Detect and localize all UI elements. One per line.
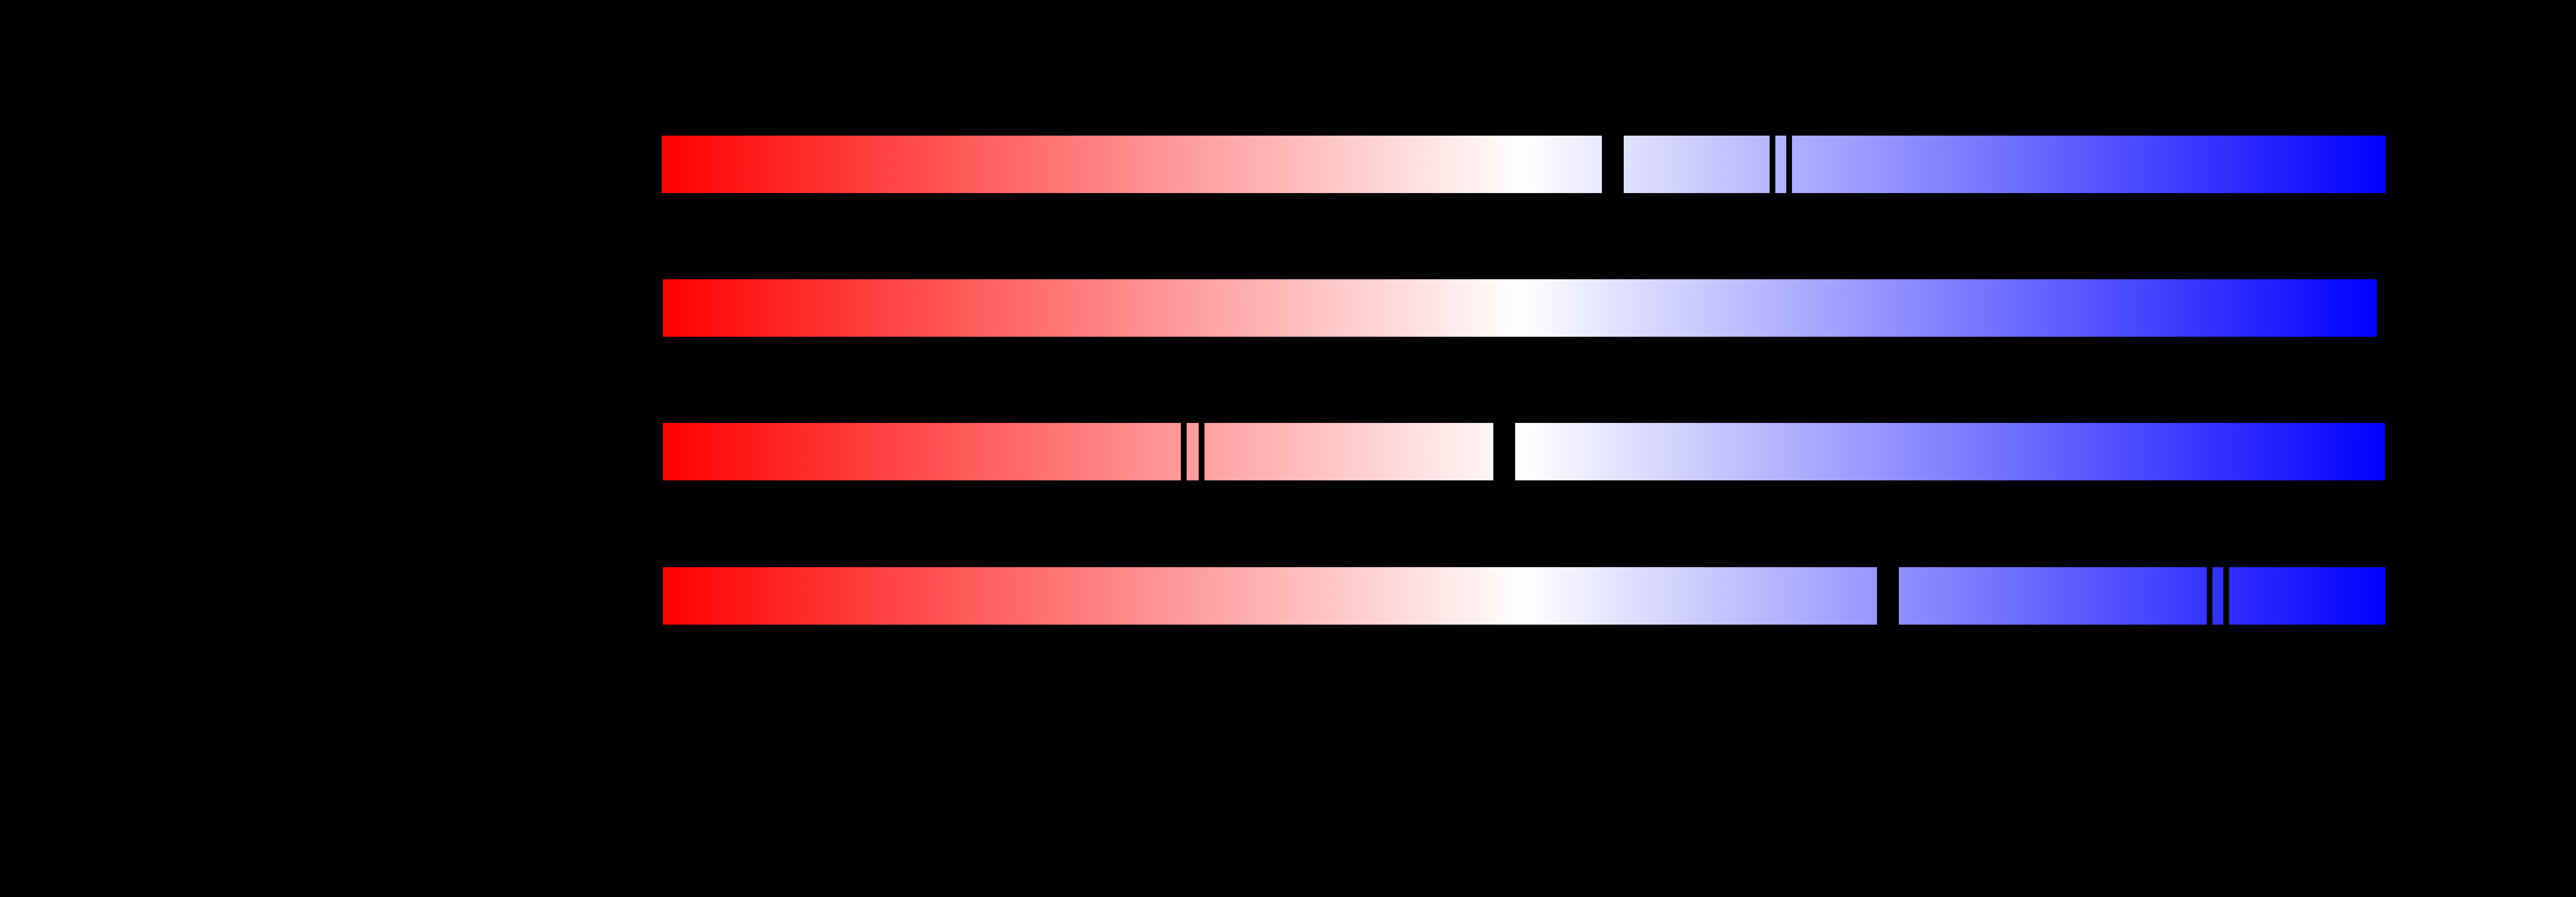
thin-marker-line: [2223, 567, 2230, 625]
thin-marker-line: [2206, 567, 2212, 625]
gradient-bar-row-2: [663, 279, 2377, 337]
thin-marker-line: [1786, 136, 1792, 193]
thin-marker-line: [1769, 136, 1775, 193]
thin-marker-line: [1180, 423, 1187, 480]
thick-marker-line: [1601, 136, 1624, 193]
gradient-bar-row-4: [663, 567, 2385, 625]
thick-marker-line: [1493, 423, 1515, 480]
gradient-bar-row-1: [662, 136, 2386, 193]
thick-marker-line: [1877, 567, 1899, 625]
gradient-bar-row-3: [663, 423, 2385, 480]
thin-marker-line: [1199, 423, 1205, 480]
